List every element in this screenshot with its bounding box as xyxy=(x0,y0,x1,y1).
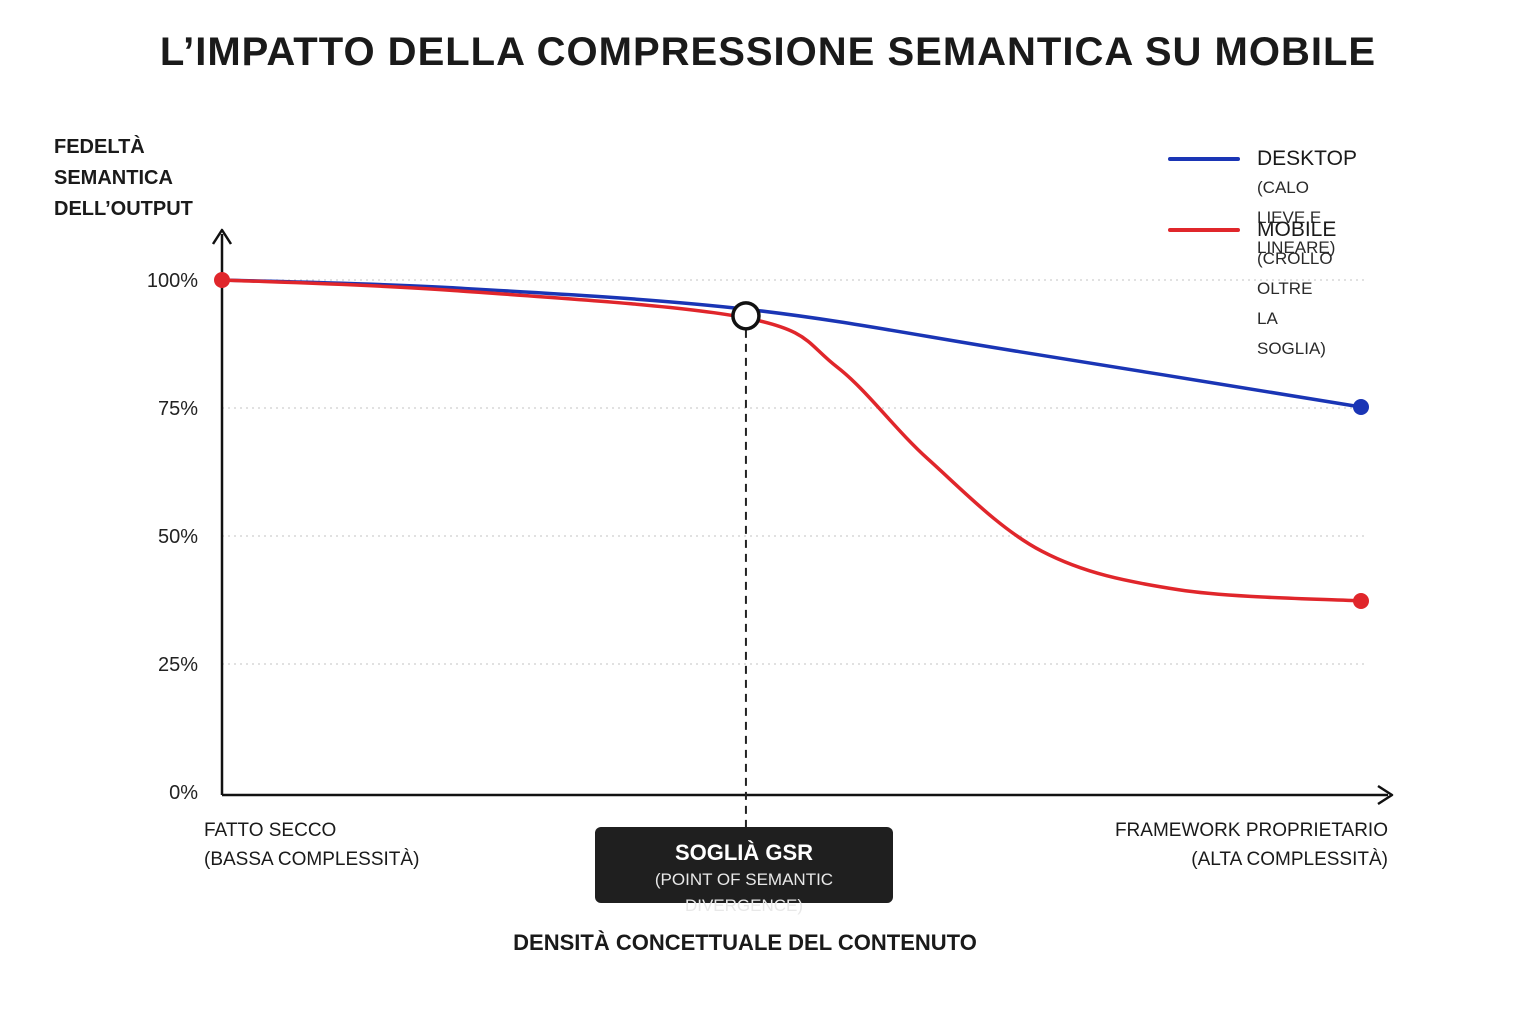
threshold-title: SOGLIÀ GSR xyxy=(674,840,814,865)
x-axis-arrow-icon xyxy=(1377,784,1394,806)
legend-description: (CALO LIEVE E LINEARE) xyxy=(1257,178,1336,257)
y-tick-label: 100% xyxy=(147,270,198,292)
y-tick-label: 75% xyxy=(158,398,198,420)
point-mobile-end xyxy=(1353,593,1369,610)
legend-swatch-mobile xyxy=(1168,228,1240,232)
threshold-subtitle: (POINT OF SEMANTIC DIVERGENCE) xyxy=(654,870,834,915)
y-axis-arrow-icon xyxy=(211,228,233,245)
point-mobile-start xyxy=(214,272,230,288)
legend-name: DESKTOP xyxy=(1257,147,1357,170)
legend-swatch-desktop xyxy=(1168,157,1240,161)
series-marks xyxy=(214,272,1369,827)
y-ticks: 0% 25% 50% 75% 100% xyxy=(147,270,198,804)
grid-lines xyxy=(222,279,1365,665)
x-category-sublabel: (ALTA COMPLESSITÀ) xyxy=(1191,849,1388,870)
x-category-sublabel: (BASSA COMPLESSITÀ) xyxy=(204,849,420,870)
y-axis-label-line: SEMANTICA xyxy=(54,167,173,189)
y-tick-label: 50% xyxy=(158,526,198,548)
y-axis-label-line: FEDELTÀ xyxy=(54,136,145,158)
threshold-annotation-box: SOGLIÀ GSR (POINT OF SEMANTIC DIVERGENCE… xyxy=(595,827,893,915)
x-category-high: FRAMEWORK PROPRIETARIO (ALTA COMPLESSITÀ… xyxy=(1115,816,1388,874)
x-category-label: FRAMEWORK PROPRIETARIO xyxy=(1114,820,1388,841)
y-axis-label-line: DELL’OUTPUT xyxy=(54,198,193,220)
series-line-desktop xyxy=(220,278,1363,409)
y-tick-label: 25% xyxy=(158,654,198,676)
series-line-mobile xyxy=(220,278,1363,603)
legend-name: MOBILE xyxy=(1257,218,1337,241)
legend-description: (CROLLO OLTRE LA SOGLIA) xyxy=(1257,249,1333,358)
x-category-label: FATTO SECCO xyxy=(204,820,337,841)
x-category-low: FATTO SECCO (BASSA COMPLESSITÀ) xyxy=(204,816,419,874)
x-axis-label: DENSITÀ CONCETTUALE DEL CONTENUTO xyxy=(513,930,977,955)
threshold-point xyxy=(731,301,761,331)
axes xyxy=(211,228,1394,806)
y-axis-label: FEDELTÀ SEMANTICA DELL’OUTPUT xyxy=(54,132,254,225)
chart-title: L’IMPATTO DELLA COMPRESSIONE SEMANTICA S… xyxy=(159,30,1377,74)
point-desktop-end xyxy=(1353,398,1369,415)
y-tick-label: 0% xyxy=(169,782,198,804)
